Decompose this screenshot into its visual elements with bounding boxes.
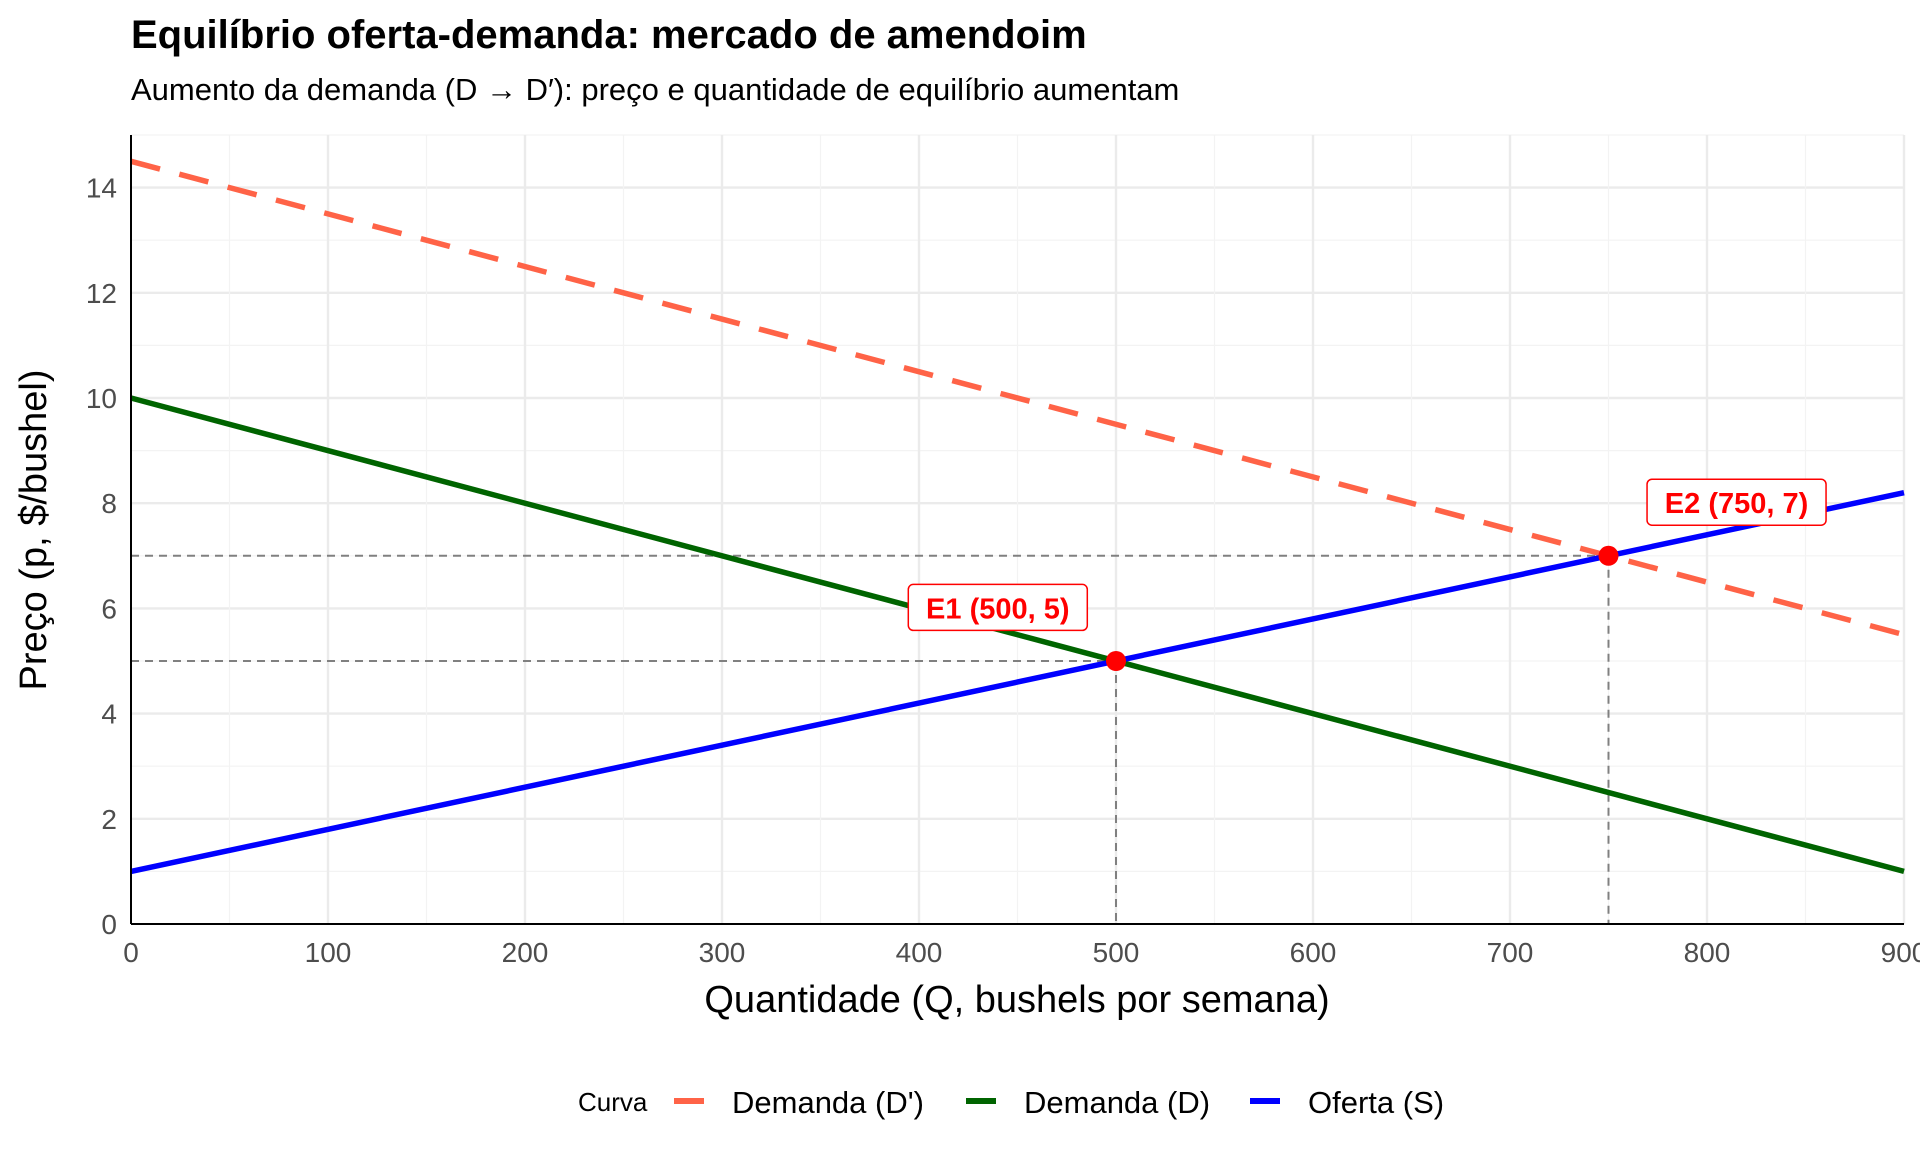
chart-subtitle: Aumento da demanda (D → D′): preço e qua… [131,72,1179,107]
x-tick-label: 300 [699,937,746,968]
y-tick-label: 6 [101,593,117,624]
x-tick-label: 500 [1093,937,1140,968]
legend-label: Oferta (S) [1308,1085,1444,1120]
x-axis-title: Quantidade (Q, bushels por semana) [704,979,1329,1021]
chart-title: Equilíbrio oferta-demanda: mercado de am… [131,13,1087,57]
x-tick-label: 700 [1487,937,1534,968]
y-tick-label: 8 [101,488,117,519]
x-tick-label: 200 [502,937,549,968]
reference-lines [131,554,1610,924]
y-axis-title: Preço (p, $/bushel) [13,369,55,690]
y-tick-label: 10 [86,383,117,414]
equilibrium-label-box [1646,478,1827,526]
equilibrium-label-box [907,583,1089,632]
y-tick-label: 0 [101,909,117,940]
legend-title: Curva [578,1087,648,1117]
grid [131,134,1906,924]
equilibrium-label: E1 (500, 5) [926,593,1069,625]
y-tick-label: 4 [101,699,117,730]
y-tick-label: 12 [86,278,117,309]
legend: Curva Demanda (D') Demanda (D) Oferta (S) [578,1085,1444,1120]
legend-label: Demanda (D') [732,1085,924,1120]
legend-label: Demanda (D) [1024,1085,1210,1120]
y-tick-label: 14 [86,173,117,204]
x-tick-label: 0 [123,937,139,968]
equilibrium-point [1106,651,1126,671]
x-tick-label: 900 [1881,937,1920,968]
series-line-demandad [130,395,1905,875]
axes: 0 2 4 6 8 10 12 14 0 100 200 300 400 500 600 700 800 900 [86,135,1920,968]
equilibrium-point [1598,545,1619,566]
x-tick-label: 100 [305,937,352,968]
equilibrium-points: E1 (500, 5) E2 (750, 7) [907,478,1827,671]
equilibrium-label: E2 (750, 7) [1665,488,1808,520]
y-tick-label: 2 [101,804,117,835]
x-tick-label: 600 [1290,937,1337,968]
x-tick-label: 400 [896,937,943,968]
x-tick-label: 800 [1684,937,1731,968]
